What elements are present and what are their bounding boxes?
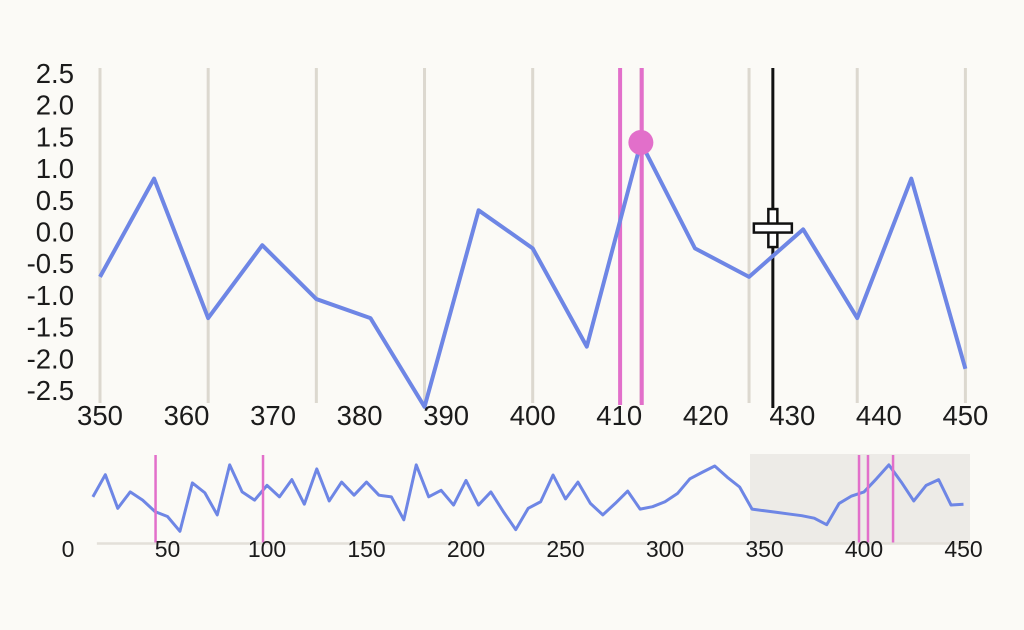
svg-text:450: 450: [944, 536, 982, 562]
svg-text:0.5: 0.5: [36, 185, 74, 216]
svg-text:1.0: 1.0: [36, 153, 74, 184]
main-x-axis-tick-labels: 350 360 370 380 390 400 410 420 430 440 450: [77, 400, 988, 431]
svg-text:0.0: 0.0: [36, 217, 74, 248]
minimap[interactable]: 0 50 100 150 200 250 300 350 400 450: [62, 454, 983, 562]
svg-text:-2.5: -2.5: [27, 375, 74, 406]
svg-text:50: 50: [155, 536, 181, 562]
svg-text:150: 150: [347, 536, 385, 562]
svg-text:380: 380: [337, 400, 383, 431]
minimap-event-lines[interactable]: [154, 455, 895, 543]
svg-text:430: 430: [769, 400, 815, 431]
svg-text:400: 400: [510, 400, 556, 431]
svg-text:350: 350: [745, 536, 783, 562]
svg-text:370: 370: [250, 400, 296, 431]
main-event-lines[interactable]: [618, 68, 644, 405]
minimap-x-axis-tick-labels: 0 50 100 150 200 250 300 350 400 450: [62, 536, 983, 562]
main-gridlines: [98, 68, 967, 403]
svg-text:400: 400: [845, 536, 883, 562]
svg-text:350: 350: [77, 400, 123, 431]
svg-text:410: 410: [596, 400, 642, 431]
svg-text:-1.0: -1.0: [27, 280, 74, 311]
svg-text:100: 100: [248, 536, 286, 562]
minimap-series-line: [91, 463, 964, 533]
svg-text:-1.5: -1.5: [27, 312, 74, 343]
svg-text:300: 300: [646, 536, 684, 562]
svg-text:200: 200: [447, 536, 485, 562]
main-y-axis-tick-labels: 2.52.01.51.00.50.0-0.5-1.0-1.5-2.0-2.5: [27, 58, 74, 406]
svg-text:2.5: 2.5: [36, 58, 74, 89]
svg-text:-0.5: -0.5: [27, 248, 74, 279]
main-series-line: [98, 140, 968, 409]
crosshair-cursor-icon[interactable]: [752, 207, 794, 249]
svg-text:0: 0: [62, 536, 75, 562]
svg-text:-2.0: -2.0: [27, 343, 74, 374]
svg-text:390: 390: [423, 400, 469, 431]
svg-text:450: 450: [942, 400, 988, 431]
svg-text:420: 420: [683, 400, 729, 431]
svg-text:360: 360: [164, 400, 210, 431]
main-chart[interactable]: 350 360 370 380 390 400 410 420 430 440 450 2.52.0…: [27, 58, 989, 431]
svg-text:250: 250: [546, 536, 584, 562]
svg-text:2.0: 2.0: [36, 90, 74, 121]
svg-text:440: 440: [856, 400, 902, 431]
svg-text:1.5: 1.5: [36, 121, 74, 152]
highlighted-point-marker[interactable]: [628, 129, 654, 155]
